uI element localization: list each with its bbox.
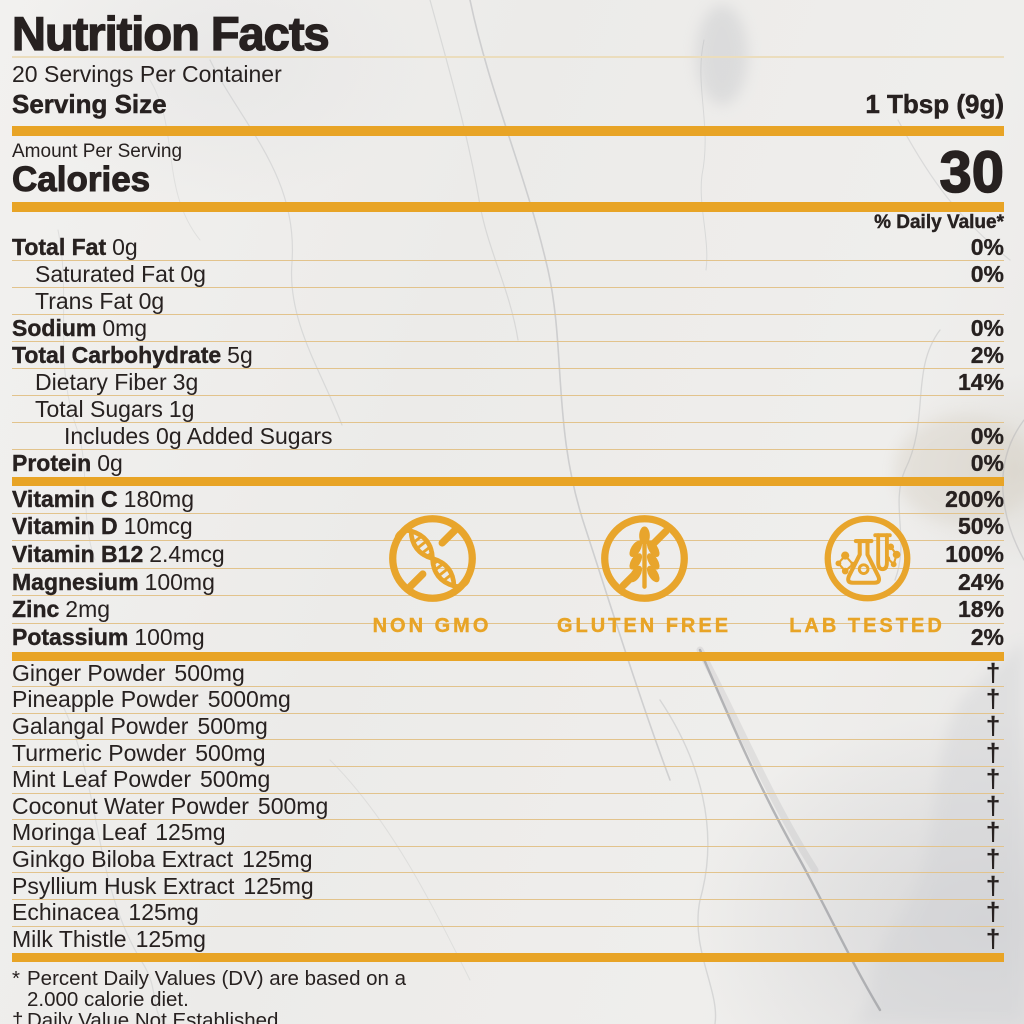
- ingredient-row: Turmeric Powder 500mg †: [12, 738, 1004, 767]
- serving-size-label: Serving Size: [12, 89, 167, 120]
- dagger-symbol: †: [986, 845, 1001, 874]
- ingredient-row: Ginkgo Biloba Extract 125mg †: [12, 845, 1004, 874]
- ingredient-row: Galangal Powder 500mg †: [12, 712, 1004, 741]
- label-content: Nutrition Facts 20 Servings Per Containe…: [0, 7, 1024, 1024]
- dagger-symbol: †: [986, 658, 1001, 688]
- ingredients-section: Ginger Powder 500mg † Pineapple Powder 500…: [12, 658, 1004, 954]
- dagger-footnote-text: Daily Value Not Established: [27, 1009, 279, 1024]
- footnotes: * Percent Daily Values (DV) are based on…: [12, 968, 1004, 1024]
- vitamin-row: Potassium 100mg 2%: [12, 624, 1004, 651]
- daily-value-footnote-line1: Percent Daily Values (DV) are based on a: [27, 967, 407, 991]
- nutrient-row: Total Fat 0g 0%: [12, 233, 1004, 261]
- vitamin-rows: Vitamin C 180mg 200% Vitamin D 10mcg 50% V…: [12, 486, 1004, 652]
- divider-bar-thick: [12, 651, 1004, 661]
- ingredient-row: Milk Thistle 125mg †: [12, 925, 1004, 954]
- dagger-symbol: †: [986, 898, 1001, 927]
- dagger-symbol: †: [986, 712, 1001, 741]
- ingredient-row: Mint Leaf Powder 500mg †: [12, 765, 1004, 794]
- nutrient-row: Protein 0g 0%: [12, 450, 1004, 476]
- daily-value-footnote: * Percent Daily Values (DV) are based on…: [12, 968, 1004, 989]
- serving-size-value: 1 Tbsp (9g): [865, 89, 1004, 120]
- daily-value-footnote-line2: 2.000 calorie diet.: [27, 988, 189, 1012]
- nutrient-row: Saturated Fat 0g 0%: [12, 260, 1004, 288]
- nutrient-row: Total Sugars 1g: [12, 396, 1004, 423]
- dagger-symbol: †: [986, 925, 1001, 954]
- title-divider: [12, 56, 1004, 58]
- asterisk-marker: *: [12, 967, 20, 991]
- vitamin-row: Vitamin D 10mcg 50%: [12, 513, 1004, 542]
- vitamin-row: Magnesium 100mg 24%: [12, 568, 1004, 597]
- dagger-symbol: †: [986, 791, 1001, 821]
- calories-value: 30: [939, 140, 1005, 205]
- nutrient-row: Trans Fat 0g: [12, 288, 1004, 315]
- dagger-symbol: †: [986, 871, 1001, 900]
- daily-value-header: % Daily Value*: [874, 212, 1004, 233]
- calories-label: Calories: [11, 160, 151, 199]
- ingredient-row: Coconut Water Powder 500mg †: [12, 791, 1004, 821]
- page-title: Nutrition Facts: [11, 7, 330, 60]
- divider-bar-thick: [12, 477, 1004, 486]
- vitamin-row: Vitamin B12 2.4mcg 100%: [12, 540, 1004, 569]
- vitamins-section: Vitamin C 180mg 200% Vitamin D 10mcg 50% V…: [12, 486, 1004, 652]
- divider-bar-thick: [12, 953, 1004, 963]
- dagger-symbol: †: [986, 685, 1001, 714]
- nutrient-row: Includes 0g Added Sugars 0%: [12, 422, 1004, 450]
- vitamin-row: Zinc 2mg 18%: [12, 596, 1004, 624]
- nutrient-row: Total Carbohydrate 5g 2%: [12, 341, 1004, 369]
- ingredient-row: Ginger Powder 500mg †: [12, 658, 1004, 688]
- ingredient-row: Pineapple Powder 5000mg †: [12, 685, 1004, 714]
- dagger-footnote: † Daily Value Not Established: [12, 1010, 1004, 1024]
- ingredient-row: Psyllium Husk Extract 125mg †: [12, 871, 1004, 900]
- servings-per-container: 20 Servings Per Container: [12, 61, 282, 87]
- dagger-marker: †: [12, 1009, 24, 1024]
- vitamin-row: Vitamin C 180mg 200%: [12, 485, 1004, 514]
- nutrient-row: Sodium 0mg 0%: [12, 314, 1004, 342]
- header: Nutrition Facts 20 Servings Per Containe…: [11, 7, 1005, 234]
- divider-bar-thick: [12, 126, 1004, 136]
- dagger-symbol: †: [986, 738, 1001, 767]
- dagger-symbol: †: [986, 765, 1001, 794]
- dagger-symbol: †: [986, 818, 1001, 847]
- serving-size-row: Serving Size 1 Tbsp (9g): [12, 89, 1004, 120]
- divider-bar-thick: [12, 202, 1004, 212]
- ingredient-row: Moringa Leaf 125mg †: [12, 818, 1004, 847]
- nutrient-row: Dietary Fiber 3g 14%: [12, 368, 1004, 396]
- nutrients-section: Total Fat 0g 0% Saturated Fat 0g 0% Trans …: [12, 233, 1004, 477]
- amount-per-serving-label: Amount Per Serving: [12, 141, 183, 162]
- calories-row: Amount Per Serving Calories 30: [11, 140, 1005, 205]
- ingredient-row: Echinacea 125mg †: [12, 898, 1004, 927]
